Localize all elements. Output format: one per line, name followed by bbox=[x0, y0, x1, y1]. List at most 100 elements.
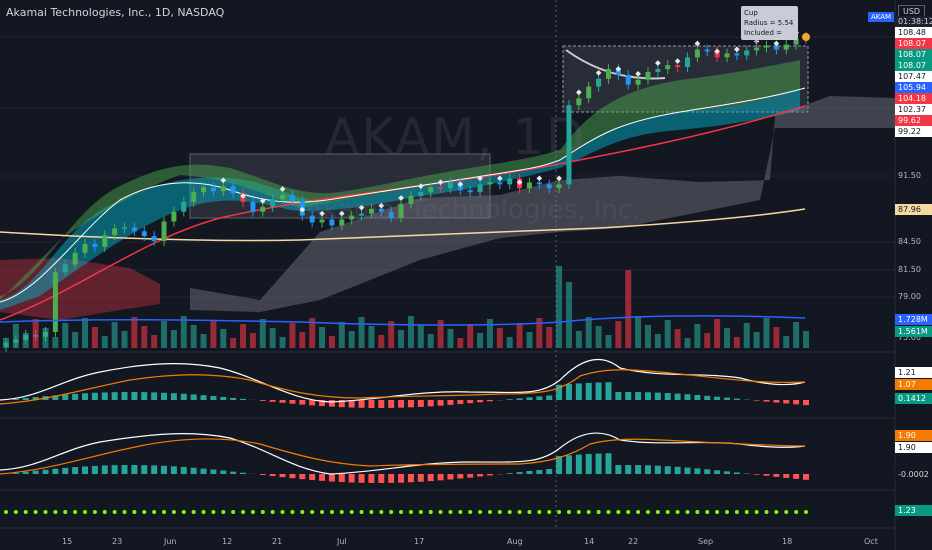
signal-dot bbox=[171, 510, 176, 514]
signal-dot bbox=[734, 510, 739, 514]
macd-2-bar bbox=[467, 474, 474, 478]
macd-1-bar bbox=[546, 395, 553, 400]
signal-dot bbox=[547, 510, 552, 514]
volume-bar bbox=[407, 316, 414, 348]
price-axis-label: 99.22 bbox=[895, 126, 932, 137]
volume-bar bbox=[556, 266, 563, 348]
signal-dot bbox=[181, 510, 186, 514]
volume-bar bbox=[338, 322, 345, 348]
volume-bar bbox=[605, 335, 612, 348]
macd-2-bar bbox=[200, 468, 207, 474]
signal-dot bbox=[695, 510, 700, 514]
volume-bar bbox=[773, 327, 780, 348]
volume-bar bbox=[565, 282, 572, 348]
x-tick-label: 17 bbox=[414, 537, 425, 546]
volume-bar bbox=[536, 318, 543, 348]
volume-bar bbox=[575, 331, 582, 348]
x-tick-label: Sep bbox=[698, 537, 714, 546]
signal-dot bbox=[675, 510, 680, 514]
signal-dot bbox=[152, 510, 157, 514]
volume-bar bbox=[457, 338, 464, 348]
volume-bar bbox=[289, 323, 296, 348]
trail-dot bbox=[477, 175, 483, 182]
signal-dot bbox=[794, 510, 799, 514]
signal-dot bbox=[102, 510, 107, 514]
chart-header: Akamai Technologies, Inc., 1D, NASDAQ bbox=[6, 6, 225, 19]
volume-bar bbox=[437, 320, 444, 348]
candle bbox=[586, 86, 592, 99]
candle bbox=[447, 182, 453, 189]
volume-bar bbox=[516, 323, 523, 348]
macd-1-bar bbox=[82, 393, 89, 400]
volume-bar bbox=[82, 318, 89, 348]
macd-1-bar bbox=[378, 400, 385, 408]
signal-dot bbox=[201, 510, 206, 514]
macd-1-bar bbox=[328, 400, 335, 407]
volume-bar bbox=[615, 321, 622, 348]
candle bbox=[704, 49, 710, 52]
candle bbox=[388, 211, 394, 218]
candle bbox=[230, 186, 236, 194]
trail-dot bbox=[773, 40, 780, 47]
signal-dot bbox=[349, 510, 354, 514]
macd-1-bar bbox=[565, 384, 572, 400]
price-axis-label: 108.07 bbox=[895, 49, 932, 60]
macd-2-bar bbox=[309, 474, 316, 481]
ema-white bbox=[0, 87, 806, 303]
candle bbox=[329, 219, 335, 226]
macd-1-bar bbox=[200, 395, 207, 400]
macd-1-signal bbox=[0, 369, 806, 405]
volume-bar bbox=[526, 332, 533, 348]
candle bbox=[418, 192, 424, 197]
cup-arc bbox=[565, 49, 666, 80]
macd-2-bar bbox=[664, 466, 671, 474]
signal-dot bbox=[310, 510, 315, 514]
signal-dot bbox=[744, 510, 749, 514]
volume-bar bbox=[72, 332, 79, 348]
macd-2-bar bbox=[733, 472, 740, 474]
trail-dot bbox=[220, 177, 227, 184]
signal-dot bbox=[645, 510, 650, 514]
macd-1-bar bbox=[407, 400, 414, 408]
candle bbox=[675, 65, 681, 68]
macd-1-bar bbox=[121, 392, 128, 400]
signal-dot bbox=[83, 510, 88, 514]
macd-2-bar bbox=[338, 474, 345, 483]
signal-dot bbox=[132, 510, 137, 514]
signal-dot bbox=[804, 510, 808, 514]
axis-tick: 79.00 bbox=[898, 292, 921, 301]
macd-1-bar bbox=[22, 398, 29, 400]
macd-1-bar bbox=[674, 393, 681, 400]
signal-dot bbox=[211, 510, 216, 514]
volume-bar bbox=[259, 319, 266, 348]
macd-1-bar bbox=[723, 397, 730, 400]
volume-bar bbox=[793, 322, 800, 348]
signal-dot bbox=[408, 510, 413, 514]
macd-1-bar bbox=[417, 400, 424, 407]
macd-1-bar bbox=[773, 400, 780, 403]
macd-2-bar bbox=[427, 474, 434, 482]
macd-2-line bbox=[0, 432, 806, 475]
signal-dot bbox=[92, 510, 97, 514]
price-axis-label: 107.47 bbox=[895, 71, 932, 82]
volume-bar bbox=[467, 324, 474, 348]
signal-dot bbox=[626, 510, 631, 514]
volume-bar bbox=[743, 323, 750, 348]
signal-dot bbox=[428, 510, 433, 514]
macd-2-bar bbox=[556, 456, 563, 474]
candle bbox=[694, 49, 700, 58]
macd-2-bar bbox=[388, 474, 395, 483]
macd-2-bar bbox=[12, 472, 19, 474]
candle bbox=[398, 203, 404, 218]
trail-dot bbox=[240, 193, 246, 199]
candle bbox=[566, 105, 572, 185]
price-axis-label: 108.07 bbox=[895, 60, 932, 71]
volume-bar bbox=[22, 333, 29, 348]
macd-2-bar bbox=[348, 474, 355, 483]
last-price-dot bbox=[802, 33, 810, 41]
candle bbox=[309, 215, 315, 223]
x-tick-label: Aug bbox=[507, 537, 523, 546]
signal-dot bbox=[53, 510, 58, 514]
volume-bar bbox=[753, 332, 760, 348]
